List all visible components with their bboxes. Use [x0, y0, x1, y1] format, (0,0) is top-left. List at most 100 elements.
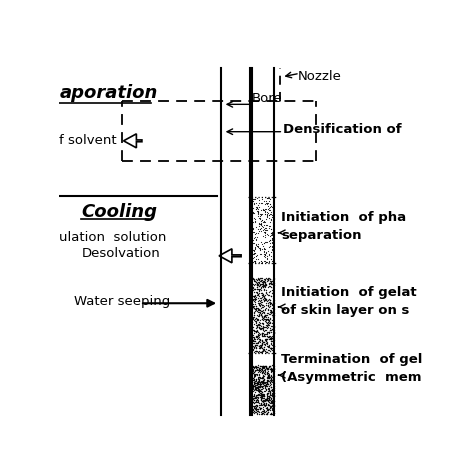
Point	[252, 344, 260, 352]
Point	[262, 317, 270, 324]
Point	[263, 332, 271, 339]
Point	[267, 403, 274, 410]
Point	[260, 332, 267, 340]
Point	[259, 374, 267, 382]
Point	[259, 396, 266, 404]
Point	[263, 348, 270, 356]
Point	[270, 383, 277, 390]
Point	[263, 322, 270, 329]
Point	[249, 245, 256, 252]
Point	[255, 387, 262, 394]
Point	[261, 367, 268, 375]
Point	[250, 375, 258, 383]
Point	[262, 278, 269, 285]
Point	[260, 392, 268, 400]
Point	[249, 386, 256, 393]
Text: Initiation  of gelat
of skin layer on s: Initiation of gelat of skin layer on s	[282, 286, 417, 317]
Point	[257, 383, 264, 391]
Point	[261, 229, 269, 237]
Point	[249, 395, 256, 403]
Point	[252, 401, 259, 409]
Point	[268, 390, 276, 398]
Point	[255, 275, 262, 283]
Point	[263, 365, 271, 373]
Point	[261, 382, 269, 389]
Point	[269, 385, 277, 392]
Point	[250, 403, 258, 411]
Point	[268, 365, 275, 373]
Point	[263, 390, 271, 398]
Point	[269, 402, 276, 410]
Point	[258, 319, 265, 327]
Point	[270, 289, 277, 296]
Point	[256, 274, 264, 282]
Point	[260, 392, 268, 400]
Point	[255, 321, 263, 329]
Point	[259, 283, 266, 291]
Point	[253, 319, 260, 327]
Point	[249, 382, 256, 390]
Point	[269, 403, 277, 411]
Point	[266, 232, 273, 239]
Point	[255, 403, 263, 411]
Point	[259, 362, 266, 370]
Point	[262, 199, 270, 207]
Point	[263, 195, 271, 202]
Point	[252, 279, 259, 286]
Point	[256, 386, 264, 393]
Point	[263, 321, 271, 328]
Point	[267, 380, 274, 388]
Point	[255, 363, 262, 370]
Point	[255, 244, 263, 252]
Point	[260, 340, 268, 347]
Point	[269, 377, 277, 384]
Point	[259, 303, 267, 311]
Point	[263, 274, 270, 282]
Point	[266, 279, 274, 287]
Point	[261, 207, 269, 215]
Point	[258, 315, 266, 322]
Point	[256, 299, 264, 307]
Point	[254, 391, 261, 399]
Point	[270, 383, 277, 391]
Point	[258, 348, 265, 356]
Point	[270, 235, 278, 243]
Point	[259, 329, 266, 337]
Point	[259, 320, 267, 328]
Point	[260, 364, 267, 371]
Point	[264, 316, 272, 323]
Point	[258, 340, 265, 348]
Point	[253, 379, 261, 386]
Point	[264, 200, 271, 207]
Point	[266, 399, 273, 407]
Point	[257, 343, 264, 351]
Point	[269, 337, 276, 345]
Point	[264, 391, 271, 398]
Point	[259, 289, 266, 297]
Point	[254, 278, 261, 286]
Point	[262, 399, 270, 407]
Point	[261, 366, 268, 374]
Point	[261, 401, 268, 409]
Point	[268, 319, 276, 327]
Point	[270, 409, 277, 417]
Point	[255, 258, 263, 265]
Point	[254, 379, 262, 387]
Point	[251, 385, 259, 393]
Point	[250, 285, 257, 292]
Point	[270, 280, 277, 287]
Point	[255, 275, 263, 283]
Point	[262, 206, 269, 213]
Point	[266, 200, 274, 208]
Point	[266, 299, 274, 307]
Point	[265, 363, 273, 371]
Point	[249, 292, 256, 300]
Point	[265, 363, 273, 370]
Point	[266, 239, 274, 246]
Point	[260, 309, 268, 316]
Point	[256, 378, 264, 386]
Point	[267, 209, 275, 216]
Point	[263, 376, 271, 384]
Point	[257, 226, 264, 233]
Point	[269, 231, 276, 239]
